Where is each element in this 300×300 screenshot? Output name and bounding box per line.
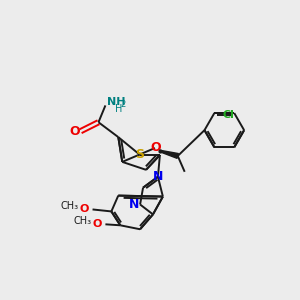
Text: NH: NH (107, 98, 126, 107)
Text: H: H (115, 104, 123, 114)
Text: O: O (69, 125, 80, 138)
Text: N: N (153, 170, 163, 183)
Text: O: O (151, 140, 161, 154)
Text: 2: 2 (120, 100, 125, 109)
Text: CH₃: CH₃ (61, 202, 79, 212)
Polygon shape (160, 150, 178, 158)
Text: Cl: Cl (222, 110, 234, 120)
Text: S: S (136, 148, 145, 161)
Text: CH₃: CH₃ (74, 216, 92, 226)
Text: N: N (129, 198, 139, 211)
Text: O: O (79, 204, 88, 214)
Text: O: O (92, 219, 101, 229)
